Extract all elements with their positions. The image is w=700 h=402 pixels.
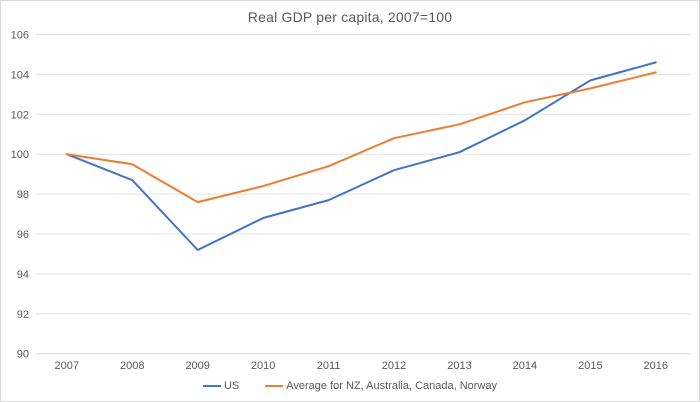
legend-item-us: US — [202, 380, 240, 392]
y-axis-tick-label: 106 — [11, 30, 29, 42]
series-line-us — [65, 61, 657, 251]
y-axis-tick-label: 98 — [17, 189, 29, 201]
x-axis-tick-label: 2012 — [382, 360, 406, 372]
legend-label: Average for NZ, Australia, Canada, Norwa… — [286, 380, 497, 392]
series-line-average — [65, 71, 657, 204]
x-axis-tick-label: 2015 — [578, 360, 602, 372]
y-axis-tick-label: 92 — [17, 309, 29, 321]
x-axis-tick-label: 2009 — [185, 360, 209, 372]
chart-title: Real GDP per capita, 2007=100 — [247, 9, 453, 25]
x-axis-tick-label: 2014 — [513, 360, 537, 372]
y-axis-tick-label: 100 — [11, 149, 29, 161]
legend-line-marker — [265, 385, 284, 387]
legend-line-marker — [202, 385, 221, 387]
x-axis-tick-label: 2007 — [55, 360, 79, 372]
x-axis-tick-label: 2008 — [120, 360, 144, 372]
y-axis-tick-label: 104 — [11, 69, 29, 81]
legend-item-average: Average for NZ, Australia, Canada, Norwa… — [265, 380, 497, 392]
y-axis-tick-label: 102 — [11, 109, 29, 121]
y-axis-tick-label: 90 — [17, 349, 29, 361]
x-axis-tick-label: 2016 — [644, 360, 668, 372]
y-axis-tick-label: 94 — [17, 269, 29, 281]
legend-label: US — [223, 380, 240, 392]
x-axis-tick-label: 2013 — [447, 360, 471, 372]
chart-legend: US Average for NZ, Australia, Canada, Nor… — [1, 380, 699, 392]
x-axis-tick-label: 2010 — [251, 360, 275, 372]
x-axis-tick-label: 2011 — [317, 360, 341, 372]
y-axis-tick-label: 96 — [17, 229, 29, 241]
